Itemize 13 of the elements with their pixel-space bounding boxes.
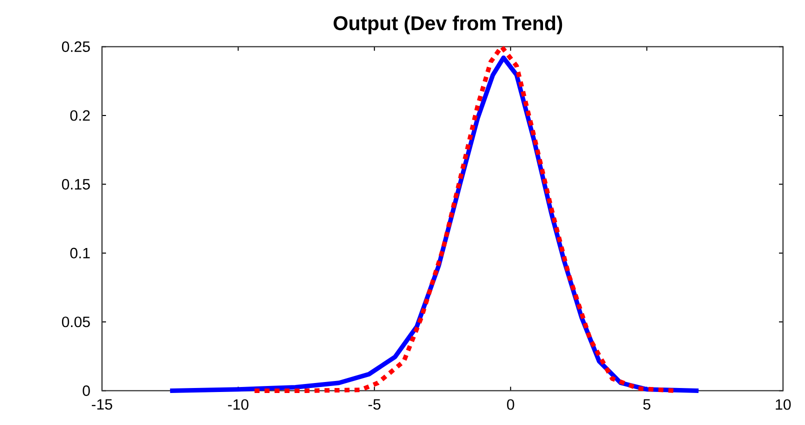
y-tick-label: 0.15 xyxy=(62,179,90,190)
y-tick-label: 0.05 xyxy=(62,316,90,328)
chart-title: Output (Dev from Trend) xyxy=(334,16,562,34)
y-tick-label: 0 xyxy=(82,385,90,396)
x-tick-label: -5 xyxy=(368,399,380,410)
x-tick-label: 10 xyxy=(776,399,791,410)
y-tick-label: 0.25 xyxy=(62,41,90,52)
y-tick-label: 0.2 xyxy=(70,110,90,121)
y-tick-label: 0.1 xyxy=(70,248,90,258)
x-tick-label: 0 xyxy=(507,399,514,410)
x-tick-label: 5 xyxy=(643,399,650,410)
x-tick-label: -10 xyxy=(228,399,248,410)
x-tick-label: -15 xyxy=(92,399,112,410)
